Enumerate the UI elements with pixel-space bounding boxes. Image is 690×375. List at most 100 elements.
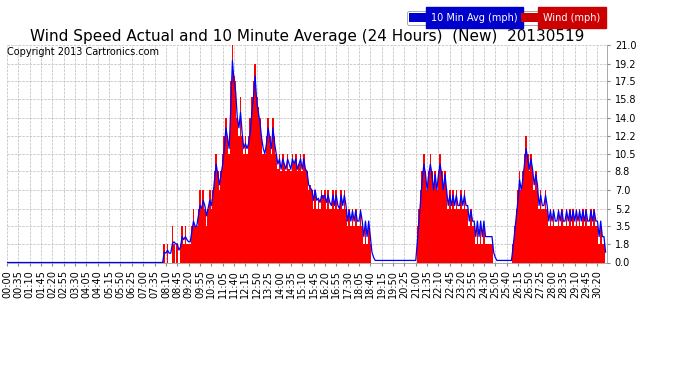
Bar [430, 154, 431, 262]
Bar [179, 244, 181, 262]
Bar [480, 226, 482, 262]
Bar [555, 226, 556, 262]
Bar [571, 226, 572, 262]
Bar [222, 154, 224, 262]
Bar [540, 190, 542, 262]
Bar [264, 154, 266, 262]
Bar [248, 136, 250, 262]
Bar [217, 171, 219, 262]
Bar [370, 244, 371, 262]
Bar [514, 226, 515, 262]
Bar [587, 226, 589, 262]
Bar [344, 190, 345, 262]
Bar [533, 190, 535, 262]
Bar [366, 244, 368, 262]
Bar [475, 244, 477, 262]
Bar [353, 226, 355, 262]
Bar [435, 171, 436, 262]
Bar [342, 209, 344, 262]
Bar [579, 209, 580, 262]
Bar [548, 226, 550, 262]
Bar [532, 171, 533, 262]
Bar [567, 226, 569, 262]
Bar [442, 190, 444, 262]
Bar [197, 209, 199, 262]
Bar [225, 117, 227, 262]
Bar [287, 154, 288, 262]
Bar [561, 209, 562, 262]
Bar [524, 154, 525, 262]
Bar [244, 136, 246, 262]
Bar [585, 209, 587, 262]
Bar [362, 226, 363, 262]
Bar [574, 226, 575, 262]
Bar [582, 209, 584, 262]
Bar [255, 64, 256, 262]
Bar [556, 226, 558, 262]
Bar [256, 97, 257, 262]
Bar [558, 209, 560, 262]
Bar [553, 209, 555, 262]
Bar [543, 209, 544, 262]
Bar [184, 226, 186, 262]
Bar [193, 209, 195, 262]
Bar [592, 226, 593, 262]
Bar [331, 209, 332, 262]
Bar [426, 190, 428, 262]
Bar [239, 97, 241, 262]
Bar [195, 226, 196, 262]
Bar [572, 209, 574, 262]
Bar [472, 226, 473, 262]
Bar [215, 154, 217, 262]
Bar [603, 244, 604, 262]
Bar [451, 209, 452, 262]
Bar [303, 154, 304, 262]
Bar [447, 209, 449, 262]
Bar [337, 209, 339, 262]
Bar [167, 244, 168, 262]
Bar [295, 154, 297, 262]
Bar [460, 190, 462, 262]
Bar [470, 209, 472, 262]
Bar [202, 190, 204, 262]
Bar [358, 226, 359, 262]
Bar [359, 209, 362, 262]
Bar [235, 81, 237, 262]
Bar [525, 136, 527, 262]
Bar [578, 226, 579, 262]
Bar [241, 136, 243, 262]
Legend: 10 Min Avg (mph), Wind (mph): 10 Min Avg (mph), Wind (mph) [407, 11, 602, 25]
Bar [190, 244, 191, 262]
Bar [209, 190, 210, 262]
Bar [339, 209, 340, 262]
Bar [602, 244, 603, 262]
Bar [228, 154, 230, 262]
Bar [257, 107, 259, 262]
Bar [560, 226, 561, 262]
Bar [422, 171, 423, 262]
Bar [589, 226, 590, 262]
Bar [201, 209, 202, 262]
Bar [275, 154, 277, 262]
Bar [181, 226, 183, 262]
Bar [261, 136, 262, 262]
Bar [518, 190, 519, 262]
Bar [491, 244, 493, 262]
Bar [246, 154, 248, 262]
Bar [204, 209, 206, 262]
Bar [520, 190, 522, 262]
Bar [512, 244, 514, 262]
Bar [418, 209, 420, 262]
Bar [449, 190, 451, 262]
Bar [436, 190, 437, 262]
Bar [455, 190, 457, 262]
Bar [280, 171, 282, 262]
Bar [251, 97, 253, 262]
Bar [575, 209, 578, 262]
Bar [473, 226, 475, 262]
Bar [219, 190, 220, 262]
Bar [173, 244, 175, 262]
Bar [322, 195, 324, 262]
Bar [444, 171, 446, 262]
Bar [457, 209, 459, 262]
